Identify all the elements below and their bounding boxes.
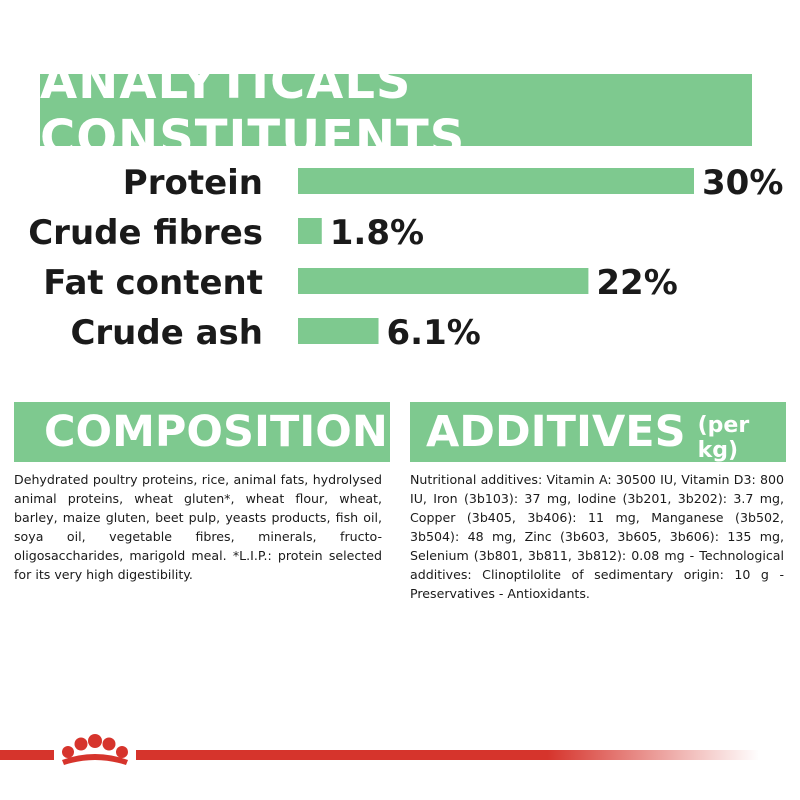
royal-canin-crown-icon [54,728,136,774]
additives-title-suffix: (per kg) [697,413,750,463]
constituents-bar-chart: Protein 30% Crude fibres 1.8% Fat content 22%… [28,163,783,353]
category-label: Crude fibres [28,213,263,253]
category-label: Fat content [43,263,263,303]
additives-title-banner: ADDITIVES (per kg) [410,402,786,463]
category-label: Protein [123,163,263,203]
footer-red-line [0,750,760,760]
value-label: 6.1% [387,313,481,353]
bar [298,318,379,344]
composition-title: COMPOSITION [44,407,388,457]
bar [298,168,694,194]
bar [298,218,322,244]
additives-text: Nutritional additives: Vitamin A: 30500 … [410,472,784,601]
value-label: 22% [596,263,677,303]
composition-title-banner: COMPOSITION [14,402,390,462]
analytics-title-banner: ANALYTICALS CONSTITUENTS [40,54,752,166]
category-label: Crude ash [70,313,263,353]
analytics-title: ANALYTICALS CONSTITUENTS [40,54,466,166]
bar [298,268,589,294]
composition-text: Dehydrated poultry proteins, rice, anima… [14,472,382,582]
value-label: 30% [702,163,783,203]
additives-title: ADDITIVES [426,407,686,457]
value-label: 1.8% [330,213,424,253]
